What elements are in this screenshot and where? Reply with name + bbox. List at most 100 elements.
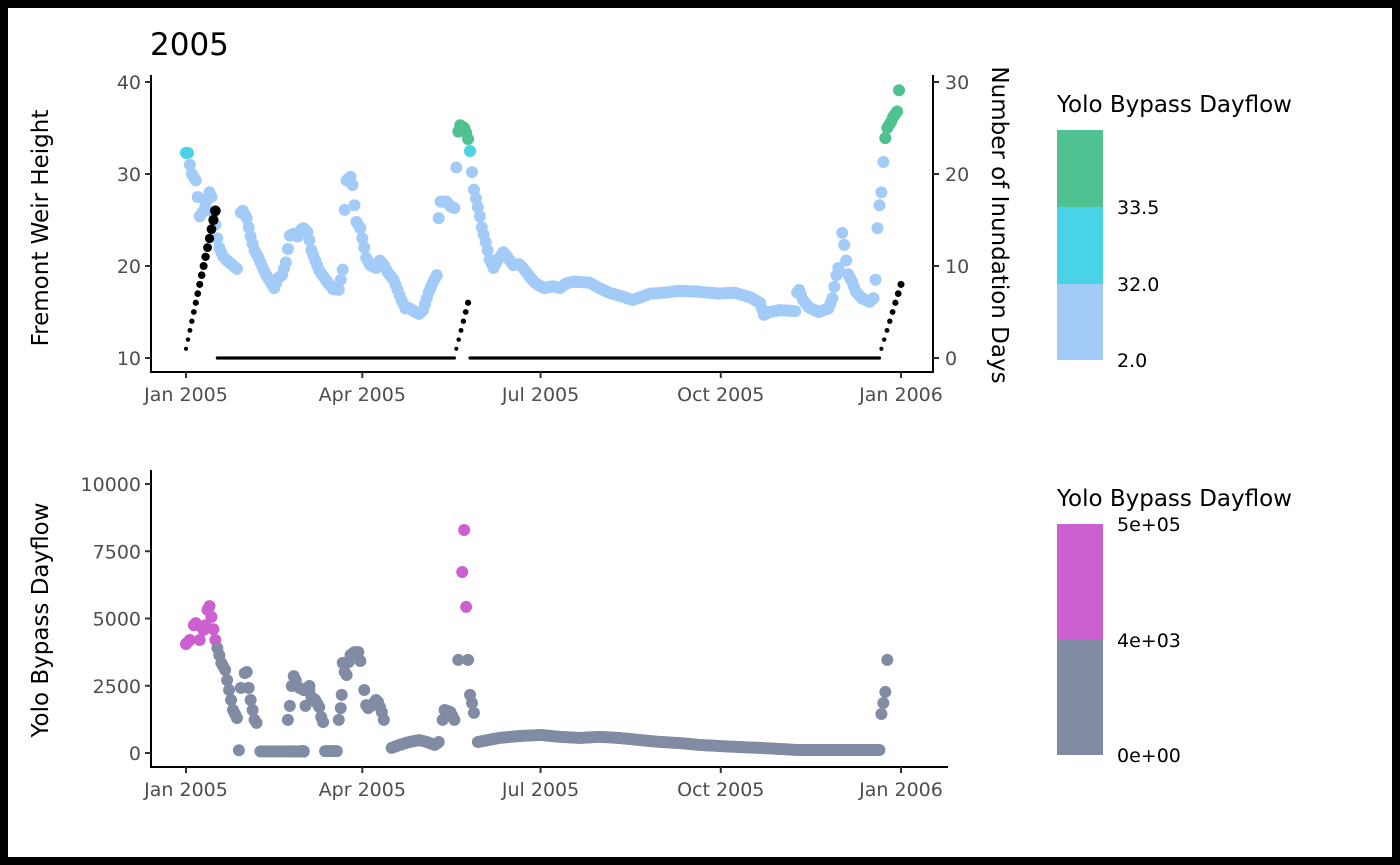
dayflow-point <box>183 634 196 647</box>
weir-height-point <box>354 222 367 235</box>
y-tick-label: 10000 <box>81 474 141 496</box>
top-panel-marks <box>180 84 906 360</box>
weir-height-point <box>279 256 292 269</box>
weir-height-point <box>869 273 882 286</box>
weir-height-point <box>281 242 294 255</box>
top-panel-axes: 10 20 30 40 0 10 20 30 Jan 2005 Apr 2005 Jul 2005 O… <box>117 72 969 406</box>
weir-height-point <box>242 221 255 234</box>
inundation-days-point <box>897 280 905 288</box>
inundation-days-point <box>879 346 884 351</box>
weir-height-point <box>789 305 802 318</box>
legend-label: 5e+05 <box>1117 514 1181 536</box>
top-y2-axis-label: Number of Inundation Days <box>986 66 1012 383</box>
legend-label: 0e+00 <box>1117 745 1181 767</box>
legend-color-swatch <box>1057 284 1103 360</box>
legend-color-swatch <box>1057 130 1103 207</box>
legend-label: 33.5 <box>1117 197 1159 219</box>
weir-height-point <box>871 222 884 235</box>
x-tick-label: Oct 2005 <box>677 779 764 801</box>
legend-color-swatch <box>1057 207 1103 284</box>
weir-height-point <box>191 191 204 203</box>
legend-label: 4e+03 <box>1117 630 1181 652</box>
legend-label: 2.0 <box>1117 350 1147 372</box>
inundation-days-point <box>456 337 461 342</box>
bottom-panel-axes: 0 2500 5000 7500 10000 Jan 2005 Apr 2005 Jul 20… <box>81 474 943 801</box>
inundation-days-point <box>204 233 215 244</box>
weir-height-point <box>358 241 371 254</box>
x-tick-label: Jul 2005 <box>501 384 579 406</box>
dayflow-point <box>223 684 236 697</box>
weir-height-point <box>867 292 880 305</box>
x-tick-label: Jan 2005 <box>143 779 228 801</box>
dayflow-point <box>283 699 296 712</box>
weir-height-point <box>462 133 475 146</box>
weir-height-point <box>346 179 359 192</box>
inundation-days-point <box>196 280 204 288</box>
dayflow-point <box>466 696 478 709</box>
weir-height-point <box>189 174 202 187</box>
dayflow-point <box>875 707 888 720</box>
weir-height-point <box>832 261 845 274</box>
weir-height-point <box>828 280 841 293</box>
inundation-days-point <box>452 356 456 360</box>
weir-height-point <box>181 146 194 159</box>
inundation-days-point <box>460 318 467 324</box>
weir-height-point <box>838 238 851 251</box>
x-tick-label: Apr 2005 <box>319 779 406 801</box>
dayflow-point <box>317 716 330 729</box>
inundation-days-point <box>458 327 464 333</box>
inundation-days-point <box>884 327 890 333</box>
inundation-days-point <box>892 299 899 306</box>
weir-height-point <box>332 283 345 296</box>
weir-height-point <box>230 262 243 275</box>
weir-height-point <box>450 161 463 174</box>
inundation-days-point <box>185 337 191 342</box>
legend-color-swatch <box>1057 524 1103 640</box>
top-legend: 2.0 32.0 33.5 <box>1057 130 1159 372</box>
inundation-days-point <box>194 290 202 297</box>
dayflow-point <box>452 653 465 666</box>
dayflow-point <box>877 696 890 709</box>
dayflow-point <box>250 716 263 729</box>
x-tick-label: Jan 2005 <box>143 384 228 406</box>
dayflow-point <box>221 674 234 687</box>
inundation-days-point <box>192 299 199 306</box>
dayflow-point <box>232 744 245 757</box>
dayflow-point <box>377 713 390 726</box>
dayflow-point <box>340 668 353 681</box>
y-tick-label: 7500 <box>93 541 141 563</box>
legend-label: 32.0 <box>1117 274 1159 296</box>
bottom-legend: 0e+00 4e+03 5e+05 <box>1057 514 1181 767</box>
dayflow-point <box>313 701 326 714</box>
weir-height-point <box>473 210 486 223</box>
inundation-days-point <box>206 224 217 235</box>
dayflow-point <box>219 663 232 676</box>
y2-tick-label: 20 <box>945 164 969 186</box>
weir-height-point <box>334 273 347 286</box>
inundation-days-point <box>881 337 887 342</box>
inundation-days-point <box>190 309 197 315</box>
dayflow-point <box>240 666 253 679</box>
dayflow-point <box>332 713 345 726</box>
inundation-days-point <box>887 318 893 324</box>
weir-height-point <box>338 203 351 216</box>
weir-height-point <box>481 244 494 257</box>
dayflow-point <box>244 694 257 707</box>
dayflow-point <box>456 565 469 578</box>
weir-height-point <box>875 186 888 199</box>
inundation-days-point <box>189 318 195 324</box>
dayflow-point <box>467 706 480 719</box>
y-tick-label: 20 <box>117 256 141 278</box>
weir-height-point <box>840 254 853 267</box>
inundation-days-point <box>197 271 206 279</box>
inundation-days-point <box>183 346 189 351</box>
dayflow-point <box>330 745 343 758</box>
dayflow-point <box>299 699 312 712</box>
bottom-panel-marks <box>180 523 894 758</box>
y-tick-label: 40 <box>117 72 141 94</box>
x-tick-label: Jan 2006 <box>858 384 943 406</box>
y2-tick-label: 30 <box>945 72 969 94</box>
inundation-days-point <box>464 299 472 306</box>
weir-height-point <box>879 132 892 145</box>
